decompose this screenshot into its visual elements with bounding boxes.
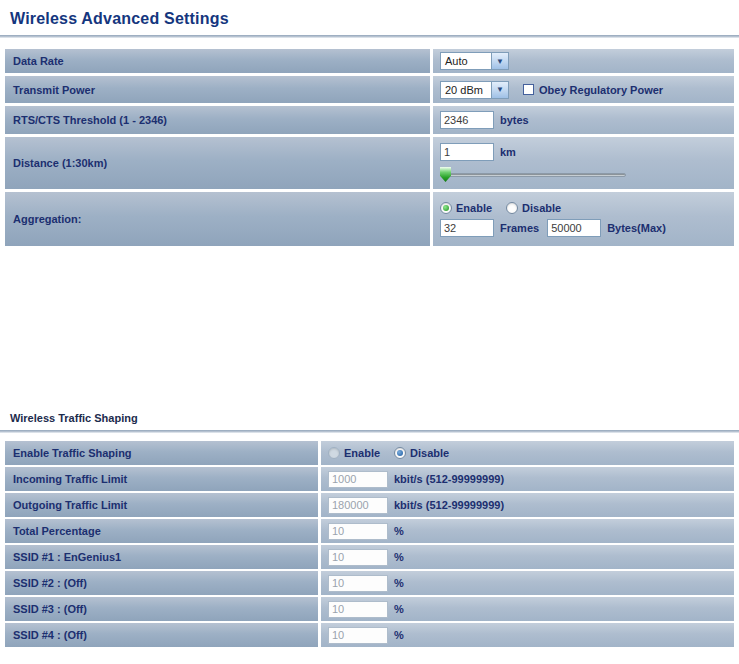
aggregation-disable-radio[interactable] (506, 202, 518, 214)
distance-unit: km (500, 146, 516, 158)
traffic-shaping-table: Enable Traffic Shaping Enable Disable In… (5, 441, 734, 647)
rts-threshold-input[interactable] (440, 111, 494, 129)
aggregation-enable-label: Enable (456, 202, 492, 214)
transmit-power-select[interactable]: 20 dBm ▼ (440, 81, 509, 99)
aggregation-bytes-input[interactable] (547, 219, 601, 237)
rts-threshold-row: RTS/CTS Threshold (1 - 2346) bytes (5, 106, 734, 134)
incoming-traffic-unit: kbit/s (512-99999999) (394, 473, 504, 485)
transmit-power-row: Transmit Power 20 dBm ▼ Obey Regulatory … (5, 76, 734, 103)
outgoing-traffic-input (328, 497, 388, 514)
incoming-traffic-label: Incoming Traffic Limit (5, 467, 318, 491)
aggregation-frames-input[interactable] (440, 219, 494, 237)
incoming-traffic-cell: kbit/s (512-99999999) (321, 467, 734, 491)
ssid3-row: SSID #3 : (Off) % (5, 597, 734, 621)
rts-threshold-label: RTS/CTS Threshold (1 - 2346) (5, 106, 430, 134)
traffic-shaping-heading: Wireless Traffic Shaping (10, 412, 739, 424)
ssid2-row: SSID #2 : (Off) % (5, 571, 734, 595)
transmit-power-selected-value: 20 dBm (441, 82, 491, 98)
ssid1-row: SSID #1 : EnGenius1 % (5, 545, 734, 569)
ssid2-percentage-input (328, 575, 388, 592)
slider-track[interactable] (440, 173, 626, 177)
aggregation-row: Aggregation: Enable Disable Frames Bytes… (5, 192, 734, 246)
ssid1-cell: % (321, 545, 734, 569)
ssid4-percentage-input (328, 627, 388, 644)
aggregation-cell: Enable Disable Frames Bytes(Max) (433, 192, 734, 246)
rts-threshold-cell: bytes (433, 106, 734, 134)
distance-cell: km (433, 137, 734, 189)
enable-traffic-shaping-label: Enable Traffic Shaping (5, 441, 318, 465)
rts-threshold-unit: bytes (500, 114, 529, 126)
obey-regulatory-power-checkbox[interactable] (523, 84, 534, 95)
ssid3-percentage-input (328, 601, 388, 618)
distance-input[interactable] (440, 143, 494, 161)
aggregation-label: Aggregation: (5, 192, 430, 246)
title-divider (0, 35, 739, 38)
ssid1-label: SSID #1 : EnGenius1 (5, 545, 318, 569)
ssid1-unit: % (394, 551, 404, 563)
ssid2-cell: % (321, 571, 734, 595)
ssid2-label: SSID #2 : (Off) (5, 571, 318, 595)
slider-thumb-icon[interactable] (440, 167, 451, 182)
advanced-settings-table: Data Rate Auto ▼ Transmit Power 20 dBm ▼… (5, 49, 734, 246)
traffic-enable-label: Enable (344, 447, 380, 459)
wireless-advanced-settings-page: Wireless Advanced Settings Data Rate Aut… (0, 10, 739, 664)
ssid4-label: SSID #4 : (Off) (5, 623, 318, 647)
ssid1-percentage-input (328, 549, 388, 566)
traffic-shaping-divider (0, 430, 739, 433)
distance-slider[interactable] (440, 167, 626, 183)
transmit-power-cell: 20 dBm ▼ Obey Regulatory Power (433, 76, 734, 103)
ssid4-unit: % (394, 629, 404, 641)
aggregation-frames-label: Frames (500, 222, 539, 234)
distance-row: Distance (1:30km) km (5, 137, 734, 189)
ssid3-label: SSID #3 : (Off) (5, 597, 318, 621)
data-rate-select[interactable]: Auto ▼ (440, 52, 509, 70)
outgoing-traffic-unit: kbit/s (512-99999999) (394, 499, 504, 511)
total-percentage-label: Total Percentage (5, 519, 318, 543)
chevron-down-icon[interactable]: ▼ (491, 82, 508, 98)
traffic-disable-label: Disable (410, 447, 449, 459)
total-percentage-unit: % (394, 525, 404, 537)
data-rate-row: Data Rate Auto ▼ (5, 49, 734, 73)
section-gap (0, 249, 739, 412)
total-percentage-cell: % (321, 519, 734, 543)
data-rate-selected-value: Auto (441, 53, 491, 69)
aggregation-bytes-label: Bytes(Max) (607, 222, 666, 234)
incoming-traffic-input (328, 471, 388, 488)
incoming-traffic-row: Incoming Traffic Limit kbit/s (512-99999… (5, 467, 734, 491)
aggregation-disable-label: Disable (522, 202, 561, 214)
traffic-disable-radio[interactable] (394, 447, 406, 459)
total-percentage-input (328, 523, 388, 540)
ssid2-unit: % (394, 577, 404, 589)
distance-label: Distance (1:30km) (5, 137, 430, 189)
obey-regulatory-power-label: Obey Regulatory Power (539, 84, 663, 96)
traffic-enable-radio[interactable] (328, 447, 340, 459)
ssid3-cell: % (321, 597, 734, 621)
data-rate-label: Data Rate (5, 49, 430, 73)
ssid4-cell: % (321, 623, 734, 647)
total-percentage-row: Total Percentage % (5, 519, 734, 543)
ssid3-unit: % (394, 603, 404, 615)
page-title: Wireless Advanced Settings (10, 10, 739, 28)
outgoing-traffic-row: Outgoing Traffic Limit kbit/s (512-99999… (5, 493, 734, 517)
chevron-down-icon[interactable]: ▼ (491, 53, 508, 69)
data-rate-cell: Auto ▼ (433, 49, 734, 73)
enable-traffic-shaping-row: Enable Traffic Shaping Enable Disable (5, 441, 734, 465)
aggregation-enable-radio[interactable] (440, 202, 452, 214)
outgoing-traffic-label: Outgoing Traffic Limit (5, 493, 318, 517)
outgoing-traffic-cell: kbit/s (512-99999999) (321, 493, 734, 517)
ssid4-row: SSID #4 : (Off) % (5, 623, 734, 647)
enable-traffic-shaping-cell: Enable Disable (321, 441, 734, 465)
transmit-power-label: Transmit Power (5, 76, 430, 103)
